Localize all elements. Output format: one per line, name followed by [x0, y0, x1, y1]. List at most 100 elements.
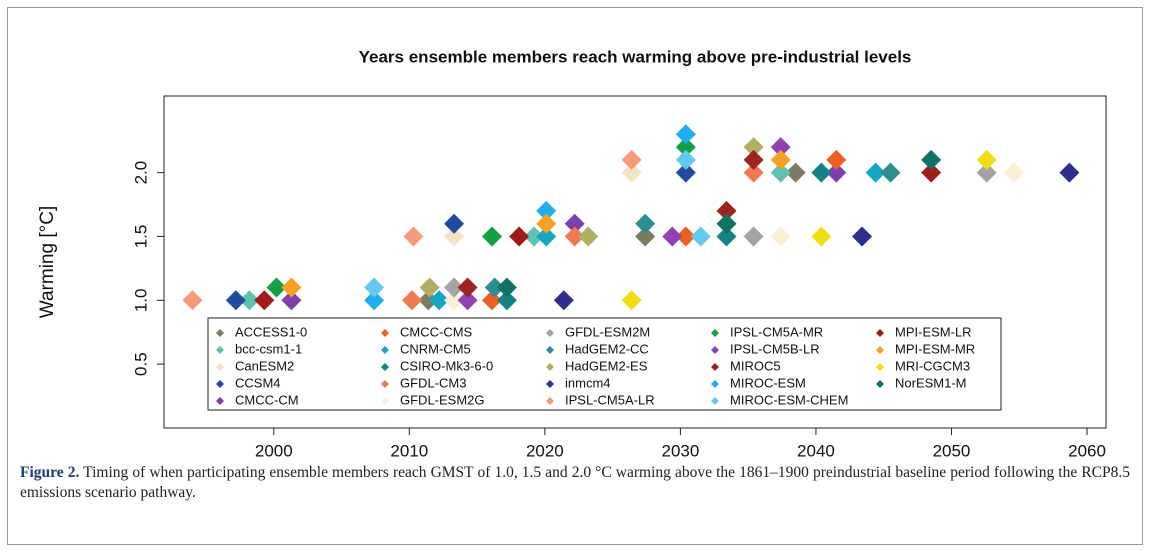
data-point — [811, 162, 832, 183]
x-tick-label: 2030 — [661, 441, 699, 460]
legend-swatch — [876, 329, 884, 337]
data-point — [716, 213, 737, 234]
data-point — [743, 137, 764, 158]
data-point — [852, 226, 873, 247]
legend-label: HadGEM2-ES — [565, 358, 648, 373]
legend-label: CanESM2 — [235, 358, 294, 373]
legend-label: MIROC5 — [730, 358, 781, 373]
data-point — [1003, 162, 1024, 183]
data-point — [635, 226, 656, 247]
legend-swatch — [216, 397, 224, 405]
data-point — [743, 149, 764, 170]
legend-label: CCSM4 — [235, 375, 281, 390]
data-point — [182, 290, 203, 311]
data-point — [239, 290, 260, 311]
data-point — [444, 226, 465, 247]
legend-label: IPSL-CM5A-LR — [565, 392, 655, 407]
data-point — [716, 200, 737, 221]
legend-label: IPSL-CM5B-LR — [730, 341, 820, 356]
legend-swatch — [546, 380, 554, 388]
plot-frame — [163, 95, 1107, 429]
data-point — [418, 290, 439, 311]
data-point — [364, 277, 385, 298]
data-point — [482, 290, 503, 311]
chart-title: Years ensemble members reach warming abo… — [359, 47, 912, 66]
data-point — [826, 162, 847, 183]
data-point — [281, 290, 302, 311]
data-point — [621, 162, 642, 183]
legend-swatch — [216, 329, 224, 337]
data-point — [266, 277, 287, 298]
y-tick-label: 0.5 — [131, 352, 150, 376]
legend-label: MIROC-ESM-CHEM — [730, 392, 848, 407]
data-point — [524, 226, 545, 247]
legend-swatch — [381, 380, 389, 388]
data-point — [444, 277, 465, 298]
data-point — [482, 226, 503, 247]
data-point — [564, 226, 585, 247]
data-point — [675, 149, 696, 170]
legend-label: HadGEM2-CC — [565, 341, 649, 356]
legend-swatch — [381, 397, 389, 405]
x-tick-label: 2050 — [933, 441, 971, 460]
legend-swatch — [711, 380, 719, 388]
legend-swatch — [876, 363, 884, 371]
data-point — [578, 226, 599, 247]
data-point — [811, 226, 832, 247]
y-axis-label: Warming [°C] — [37, 206, 58, 318]
data-point — [662, 226, 683, 247]
legend-swatch — [876, 346, 884, 354]
data-point — [675, 226, 696, 247]
legend-label: GFDL-ESM2G — [400, 392, 485, 407]
legend-swatch — [711, 397, 719, 405]
data-point — [880, 162, 901, 183]
data-point — [865, 162, 886, 183]
data-point — [403, 226, 424, 247]
data-point — [770, 149, 791, 170]
data-point — [457, 277, 478, 298]
data-point — [621, 149, 642, 170]
data-point — [921, 162, 942, 183]
legend-swatch — [711, 329, 719, 337]
data-point — [444, 213, 465, 234]
data-point — [921, 149, 942, 170]
data-point — [826, 149, 847, 170]
data-point — [770, 162, 791, 183]
figure-border — [7, 7, 1143, 545]
legend-swatch — [711, 346, 719, 354]
data-point — [444, 290, 465, 311]
legend-swatch — [711, 363, 719, 371]
legend-label: inmcm4 — [565, 375, 611, 390]
data-point — [743, 162, 764, 183]
data-point — [484, 277, 505, 298]
legend-swatch — [381, 346, 389, 354]
legend-label: MRI-CGCM3 — [895, 358, 970, 373]
data-point — [743, 226, 764, 247]
legend-label: ACCESS1-0 — [235, 324, 307, 339]
x-tick-label: 2000 — [255, 441, 293, 460]
legend-swatch — [216, 363, 224, 371]
data-point — [496, 277, 517, 298]
caption-text: Timing of when participating ensemble me… — [20, 464, 1130, 501]
legend-swatch — [216, 380, 224, 388]
data-point — [402, 290, 423, 311]
caption: Figure 2. Timing of when participating e… — [20, 463, 1130, 503]
legend-swatch — [876, 380, 884, 388]
legend-label: MPI-ESM-LR — [895, 324, 972, 339]
data-point — [564, 213, 585, 234]
legend-swatch — [216, 346, 224, 354]
y-tick-label: 1.0 — [131, 288, 150, 312]
data-point — [976, 149, 997, 170]
data-point — [254, 290, 275, 311]
data-point — [225, 290, 246, 311]
data-point — [419, 277, 440, 298]
data-point — [770, 137, 791, 158]
legend-label: IPSL-CM5A-MR — [730, 324, 823, 339]
legend-swatch — [381, 329, 389, 337]
x-tick-label: 2040 — [797, 441, 835, 460]
legend-swatch — [546, 397, 554, 405]
legend-label: CNRM-CM5 — [400, 341, 471, 356]
data-point — [1059, 162, 1080, 183]
legend-swatch — [546, 329, 554, 337]
data-point — [716, 226, 737, 247]
